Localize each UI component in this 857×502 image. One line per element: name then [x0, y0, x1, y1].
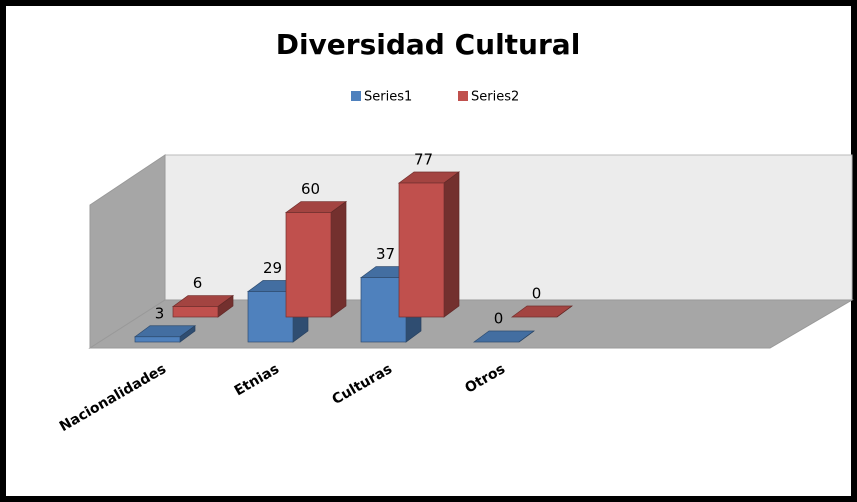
chart-title: Diversidad Cultural: [276, 28, 581, 61]
legend-swatch: [458, 91, 468, 101]
bar: [398, 182, 445, 318]
bar-3d: [472, 330, 536, 343]
legend-swatch: [351, 91, 361, 101]
legend-label: Series2: [471, 90, 519, 105]
bar-3d: [510, 305, 574, 318]
bar-3d: [284, 200, 348, 318]
legend-label: Series1: [364, 90, 412, 105]
data-label: 3: [155, 304, 165, 322]
bar-side: [556, 305, 573, 318]
data-label: 0: [532, 285, 542, 303]
bar: [172, 306, 219, 318]
bar: [360, 277, 407, 343]
data-label: 77: [414, 151, 433, 169]
bar-3d: [171, 294, 235, 318]
bar: [285, 212, 332, 318]
bar-side: [518, 330, 535, 343]
bar: [247, 291, 294, 343]
back-wall: [164, 154, 853, 301]
data-label: 29: [263, 259, 282, 277]
bar-side: [330, 200, 347, 318]
bar: [134, 336, 181, 343]
data-label: 0: [494, 310, 504, 328]
bar-3d: [133, 325, 197, 343]
bar-side: [443, 171, 460, 318]
data-label: 6: [193, 274, 203, 292]
data-label: 37: [376, 245, 395, 263]
data-label: 60: [301, 180, 320, 198]
bar-3d: [397, 171, 461, 318]
